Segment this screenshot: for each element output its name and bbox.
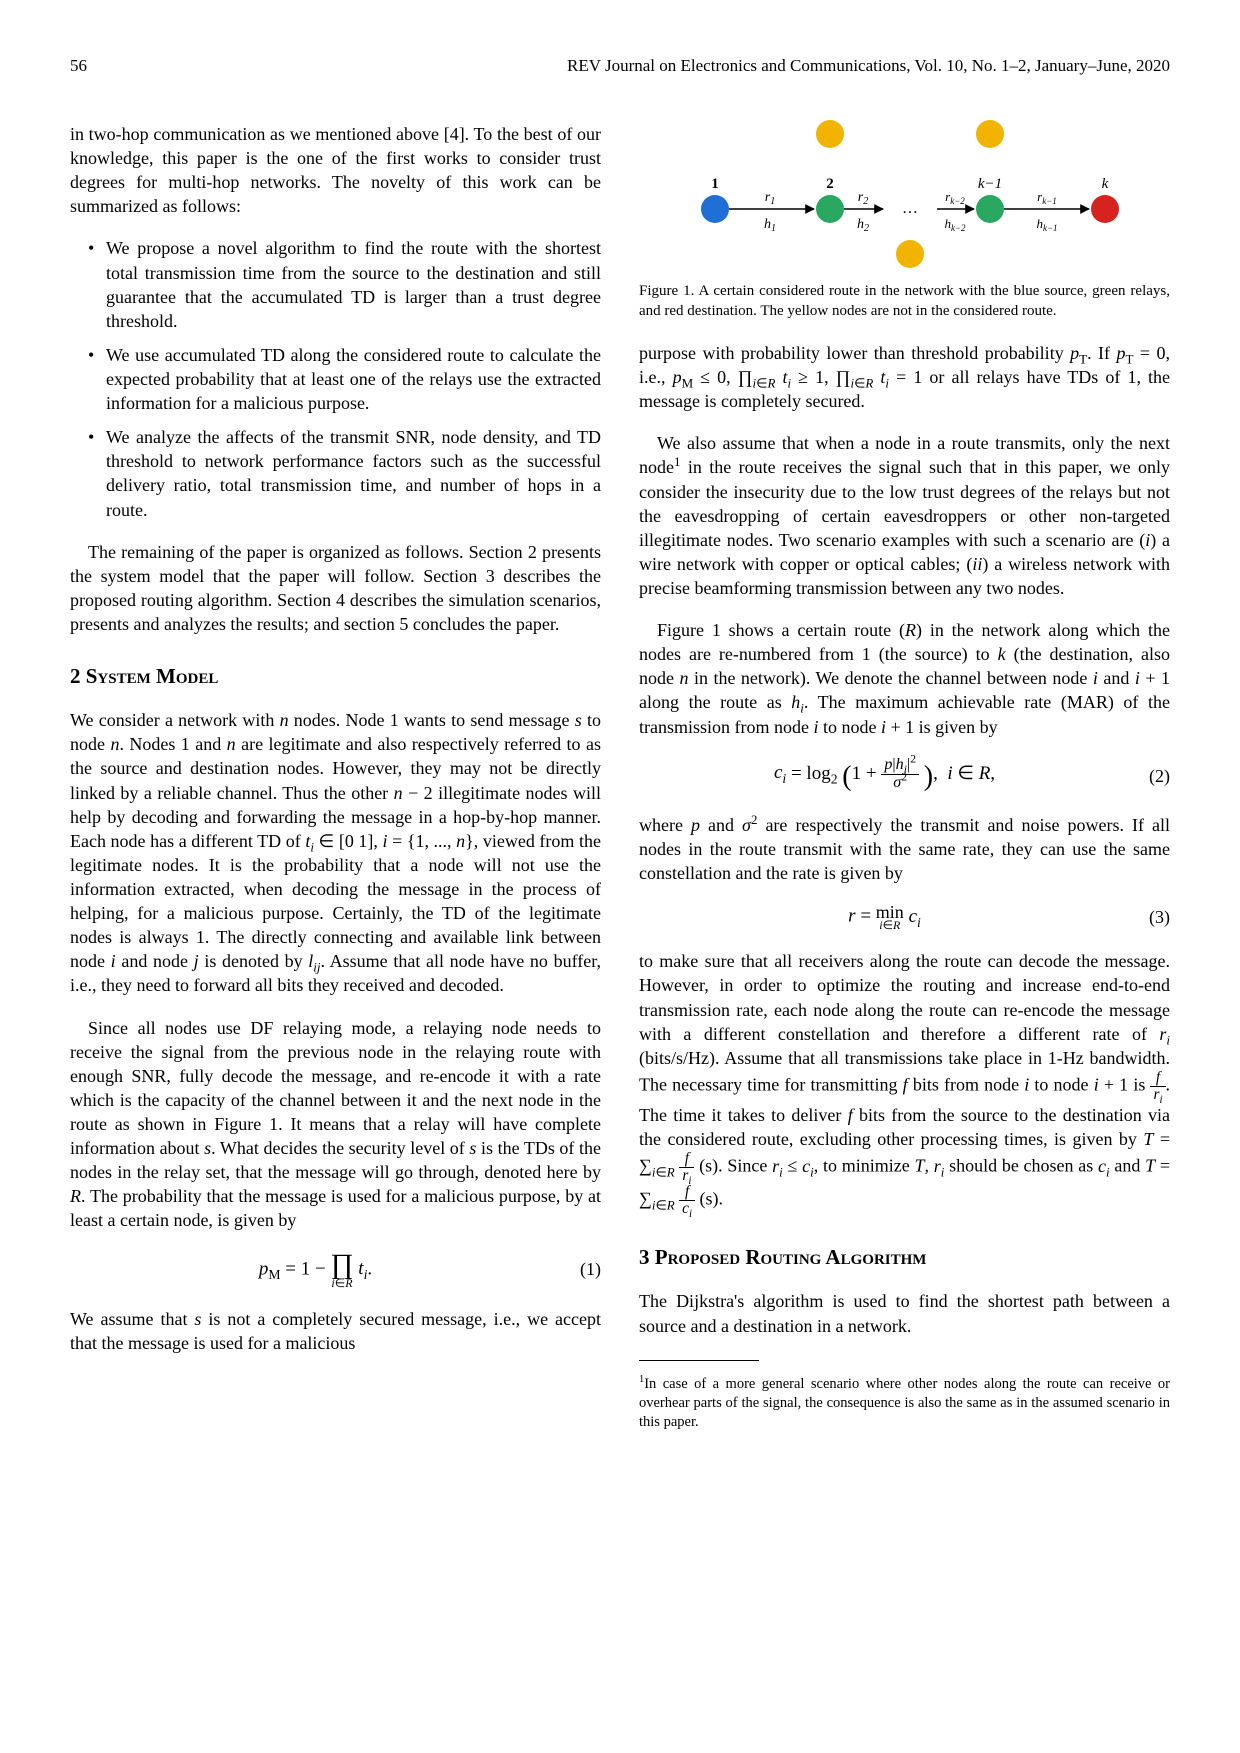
intro-tail: in two-hop communication as we mentioned… bbox=[70, 122, 601, 218]
equation-3: r = mini∈R ci (3) bbox=[639, 903, 1170, 931]
sys-model-p7: where p and σ2 are respectively the tran… bbox=[639, 813, 1170, 885]
figure-1-caption: Figure 1. A certain considered route in … bbox=[639, 282, 1170, 321]
svg-text:1: 1 bbox=[711, 176, 719, 192]
svg-text:k: k bbox=[1101, 176, 1108, 192]
svg-text:r2: r2 bbox=[857, 190, 867, 207]
contribution-item: We use accumulated TD along the consider… bbox=[106, 343, 601, 415]
equation-1: pM = 1 − ∏i∈R ti. (1) bbox=[70, 1251, 601, 1289]
eq1-number: (1) bbox=[561, 1257, 601, 1281]
sec3-p1: The Dijkstra's algorithm is used to find… bbox=[639, 1289, 1170, 1337]
right-column: … 1 2 k−1 k r1 h1 r2 h2 rk−2 hk−2 rk−1 h… bbox=[639, 104, 1170, 1446]
svg-text:h1: h1 bbox=[764, 217, 776, 234]
contributions-list: We propose a novel algorithm to find the… bbox=[70, 236, 601, 521]
sys-model-p6: Figure 1 shows a certain route (R) in th… bbox=[639, 618, 1170, 739]
footnote-1: 1In case of a more general scenario wher… bbox=[639, 1375, 1170, 1432]
eq3-number: (3) bbox=[1130, 905, 1170, 929]
sys-model-p5: We also assume that when a node in a rou… bbox=[639, 431, 1170, 600]
sys-model-p8: to make sure that all receivers along th… bbox=[639, 949, 1170, 1217]
contribution-item: We propose a novel algorithm to find the… bbox=[106, 236, 601, 332]
section-2-title: 2 System Model bbox=[70, 662, 601, 690]
svg-text:…: … bbox=[902, 200, 918, 217]
svg-text:h2: h2 bbox=[857, 217, 869, 234]
svg-text:rk−2: rk−2 bbox=[945, 189, 965, 206]
section-3-title: 3 Proposed Routing Algorithm bbox=[639, 1243, 1170, 1271]
contribution-item: We analyze the affects of the transmit S… bbox=[106, 425, 601, 521]
svg-text:hk−1: hk−1 bbox=[1036, 216, 1057, 233]
footnote-rule bbox=[639, 1360, 759, 1361]
paper-outline: The remaining of the paper is organized … bbox=[70, 540, 601, 636]
page-number: 56 bbox=[70, 56, 87, 76]
sys-model-p4: purpose with probability lower than thre… bbox=[639, 341, 1170, 413]
sys-model-p1: We consider a network with n nodes. Node… bbox=[70, 708, 601, 997]
svg-text:r1: r1 bbox=[764, 190, 774, 207]
running-title: REV Journal on Electronics and Communica… bbox=[567, 56, 1170, 76]
svg-text:2: 2 bbox=[826, 176, 834, 192]
left-column: in two-hop communication as we mentioned… bbox=[70, 104, 601, 1446]
figure-1-diagram: … 1 2 k−1 k r1 h1 r2 h2 rk−2 hk−2 rk−1 h… bbox=[655, 104, 1155, 274]
svg-text:rk−1: rk−1 bbox=[1037, 189, 1057, 206]
sys-model-p3: We assume that s is not a completely sec… bbox=[70, 1307, 601, 1355]
eq2-number: (2) bbox=[1130, 764, 1170, 788]
sys-model-p2: Since all nodes use DF relaying mode, a … bbox=[70, 1016, 601, 1233]
svg-text:hk−2: hk−2 bbox=[944, 216, 966, 233]
equation-2: ci = log2 (1 + p|hi|2σ2 ), i ∈ R, (2) bbox=[639, 757, 1170, 795]
svg-text:k−1: k−1 bbox=[977, 176, 1001, 192]
